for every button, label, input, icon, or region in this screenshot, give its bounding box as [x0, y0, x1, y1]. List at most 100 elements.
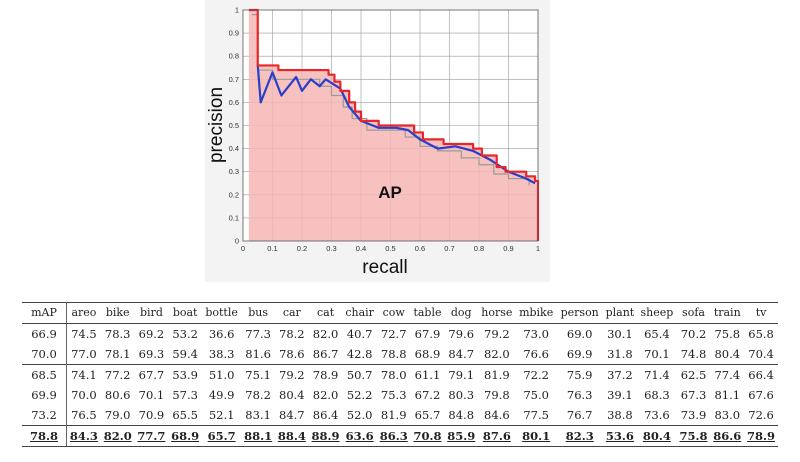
table-cell: 77.5	[523, 408, 549, 422]
y-tick-label: 0	[235, 237, 239, 246]
table-cell: 74.1	[66, 364, 101, 385]
table-cell: 79.2	[274, 364, 309, 385]
y-tick-label: 0.2	[229, 190, 239, 199]
table-cell: 70.0	[71, 388, 97, 402]
table-cell: 81.9	[478, 364, 516, 385]
table-cell: 82.0	[312, 388, 339, 402]
column-header: sofa	[676, 302, 711, 324]
table-cell: 78.2	[245, 388, 271, 402]
table-cell: 57.3	[172, 388, 198, 402]
column-header: sheep	[637, 302, 677, 324]
table-cell: 70.0	[22, 344, 67, 365]
blue-pr-curve	[256, 65, 536, 185]
table-cell: 70.1	[138, 388, 165, 402]
table-cell: 76.7	[566, 408, 593, 422]
table-cell: 81.6	[245, 347, 271, 361]
column-header: dog	[444, 302, 479, 324]
table-cell: 88.9	[308, 425, 343, 447]
x-tick-label: 0.3	[326, 244, 336, 253]
table-cell: 80.1	[515, 425, 557, 447]
table-row: 66.9 74.5 78.3 69.2 53.2 36.6 77.3 78.2 82.0 40.7…	[22, 323, 778, 344]
table-cell: 73.2	[22, 405, 67, 426]
table-cell: 53.9	[168, 364, 203, 385]
table-cell: 87.6	[478, 425, 516, 447]
table-cell: 70.9	[138, 408, 165, 422]
table-cell: 80.3	[448, 388, 475, 402]
column-header: horse	[478, 302, 516, 324]
table-cell: 50.7	[342, 364, 377, 385]
table-cell: 69.0	[566, 327, 593, 341]
column-header: bike	[100, 302, 135, 324]
y-tick-label: 0.9	[229, 29, 239, 38]
table-row: 73.2 76.5 79.0 70.9 65.5 52.1 83.1 84.7 86.4 52.0…	[22, 405, 778, 426]
red-pr-curve	[248, 8, 540, 241]
plot-frame	[242, 9, 539, 242]
pr-curves	[248, 8, 540, 241]
x-tick-label: 0	[241, 244, 245, 253]
table-cell: 66.9	[22, 323, 67, 344]
column-header: person	[556, 302, 603, 324]
column-header: tv	[744, 302, 778, 324]
x-axis-label: recall	[362, 257, 407, 278]
table-cell: 86.7	[312, 347, 339, 361]
column-header: plant	[602, 302, 638, 324]
table-cell: 75.9	[556, 364, 603, 385]
table-cell: 74.5	[71, 327, 97, 341]
table-cell: 84.6	[484, 408, 510, 422]
x-tick-label: 0.1	[267, 244, 277, 253]
table-cell: 81.1	[714, 388, 741, 402]
table-cell: 63.6	[342, 425, 377, 447]
table-cell: 79.6	[448, 327, 475, 341]
table-cell: 67.7	[134, 364, 169, 385]
table-cell: 78.6	[279, 347, 305, 361]
x-tick-label: 0.8	[474, 244, 484, 253]
table-cell: 75.1	[241, 364, 275, 385]
x-tick-label: 0.7	[444, 244, 454, 253]
table-cell: 52.1	[208, 408, 235, 422]
column-header: mAP	[22, 302, 67, 324]
table-cell: 75.8	[714, 327, 741, 341]
table-cell: 72.2	[515, 364, 557, 385]
table-cell: 86.6	[710, 425, 745, 447]
y-tick-label: 0.1	[229, 213, 239, 222]
table-cell: 84.7	[448, 347, 475, 361]
x-tick-label: 0.4	[356, 244, 366, 253]
table-cell: 75.0	[523, 388, 549, 402]
table-cell: 61.1	[410, 364, 445, 385]
table-cell: 67.9	[414, 327, 441, 341]
table-cell: 73.6	[644, 408, 670, 422]
table-cell: 72.6	[748, 408, 774, 422]
table-row: 68.5 74.1 77.2 67.7 53.9 51.0 75.1 79.2 78.9 50.7…	[22, 364, 778, 385]
table-cell: 82.0	[484, 347, 510, 361]
column-header: areo	[66, 302, 101, 324]
table-cell: 74.8	[680, 347, 707, 361]
table-cell: 82.0	[312, 327, 339, 341]
column-header: boat	[168, 302, 203, 324]
table-cell: 65.4	[644, 327, 670, 341]
table-cell: 80.4	[714, 347, 741, 361]
table-cell: 78.9	[308, 364, 343, 385]
table-cell: 31.8	[607, 347, 633, 361]
table-cell: 88.1	[241, 425, 275, 447]
table-cell: 77.2	[100, 364, 135, 385]
table-cell: 70.4	[748, 347, 774, 361]
table-cell: 52.0	[346, 408, 373, 422]
table-cell: 78.3	[104, 327, 131, 341]
table-cell: 78.9	[744, 425, 778, 447]
table-cell: 84.3	[66, 425, 101, 447]
table-cell: 73.0	[523, 327, 549, 341]
table-header-row: mAP areo bike bird boat bottle bus car cat chair c…	[22, 302, 778, 324]
table-cell: 59.4	[172, 347, 198, 361]
table-cell: 76.6	[523, 347, 549, 361]
table-cell: 77.3	[245, 327, 271, 341]
table-cell: 77.7	[134, 425, 169, 447]
y-tick-label: 0.7	[229, 75, 239, 84]
table-cell: 51.0	[202, 364, 242, 385]
column-header: table	[410, 302, 445, 324]
table-cell: 38.3	[208, 347, 235, 361]
table-row: 78.8 84.3 82.0 77.7 68.9 65.7 88.1 88.4 88.9 63.6…	[22, 425, 778, 447]
table-cell: 78.8	[22, 425, 67, 447]
column-header: mbike	[515, 302, 557, 324]
table-cell: 79.0	[104, 408, 131, 422]
table-cell: 83.0	[714, 408, 741, 422]
